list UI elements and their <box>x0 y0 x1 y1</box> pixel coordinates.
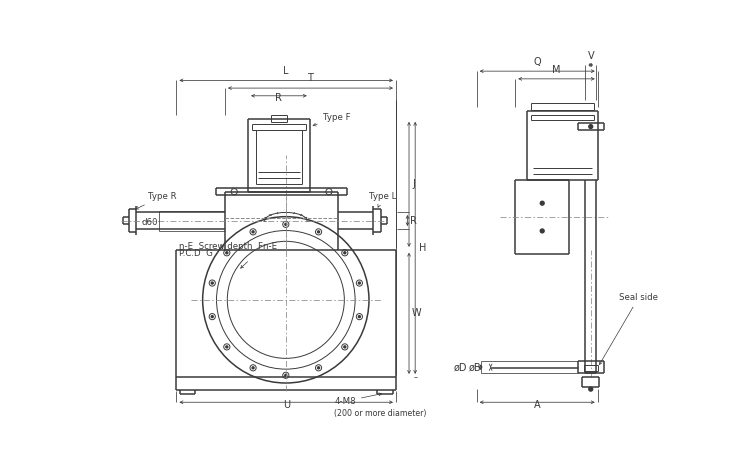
Text: Type L: Type L <box>369 192 396 207</box>
Text: (200 or more diameter): (200 or more diameter) <box>334 409 427 418</box>
Circle shape <box>317 231 320 233</box>
Circle shape <box>344 346 346 348</box>
Circle shape <box>317 367 320 369</box>
Text: J: J <box>412 179 415 189</box>
Text: V: V <box>587 51 594 61</box>
Text: 4-M8: 4-M8 <box>334 393 382 406</box>
Text: U: U <box>283 400 290 410</box>
Text: Seal side: Seal side <box>599 293 658 365</box>
Circle shape <box>344 252 346 254</box>
Text: R: R <box>410 216 417 226</box>
Circle shape <box>358 282 361 284</box>
Circle shape <box>589 125 592 129</box>
Text: d60: d60 <box>142 219 158 227</box>
Text: P.C.D  G: P.C.D G <box>178 249 213 258</box>
Text: Q: Q <box>533 57 541 67</box>
Circle shape <box>285 374 286 376</box>
Circle shape <box>211 316 213 317</box>
Text: T: T <box>308 73 314 83</box>
Text: øB: øB <box>469 362 482 372</box>
Circle shape <box>358 316 361 317</box>
Text: R: R <box>275 93 282 104</box>
Circle shape <box>211 282 213 284</box>
Text: Type F: Type F <box>313 114 350 126</box>
Circle shape <box>285 223 286 226</box>
Circle shape <box>252 367 254 369</box>
Text: M: M <box>552 65 561 75</box>
Circle shape <box>252 231 254 233</box>
Text: Type R: Type R <box>136 192 176 209</box>
Circle shape <box>540 201 544 205</box>
Circle shape <box>540 229 544 233</box>
Circle shape <box>226 252 228 254</box>
Text: L: L <box>284 66 289 76</box>
Text: øD: øD <box>453 362 466 372</box>
Text: W: W <box>412 309 422 318</box>
Text: A: A <box>534 400 541 410</box>
Text: n-E  Screw depth  Fn-E: n-E Screw depth Fn-E <box>178 243 277 252</box>
Text: H: H <box>419 243 427 253</box>
Circle shape <box>589 387 592 391</box>
Circle shape <box>226 346 228 348</box>
